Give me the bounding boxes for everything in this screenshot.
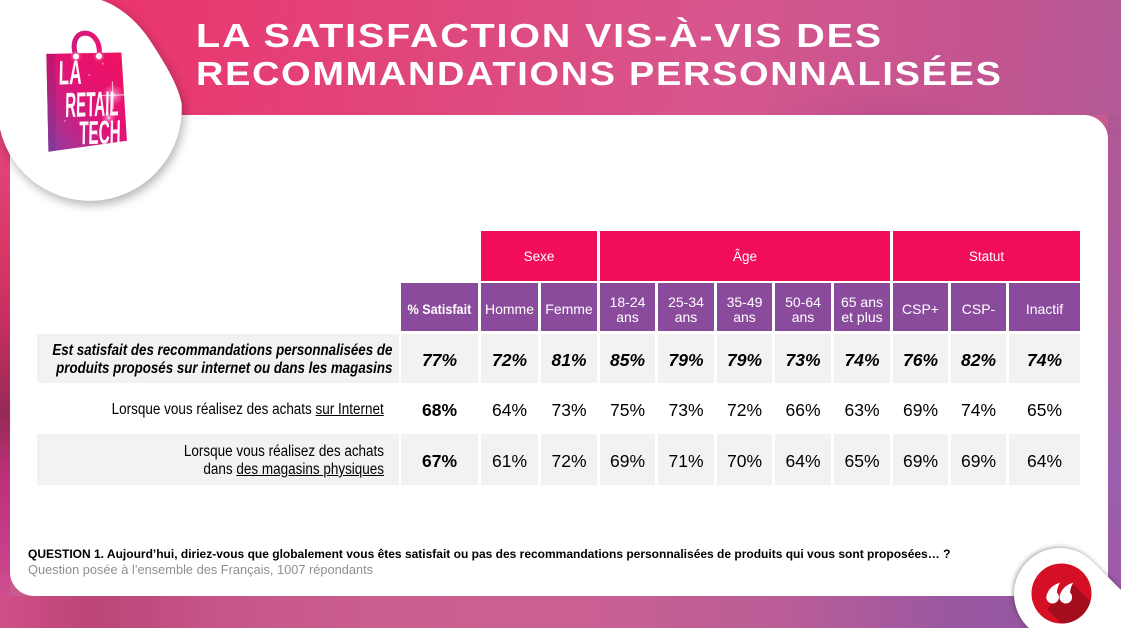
svg-text:TECH: TECH — [79, 113, 121, 151]
svg-text:RETAIL: RETAIL — [65, 84, 119, 125]
svg-text:LA: LA — [58, 54, 82, 93]
